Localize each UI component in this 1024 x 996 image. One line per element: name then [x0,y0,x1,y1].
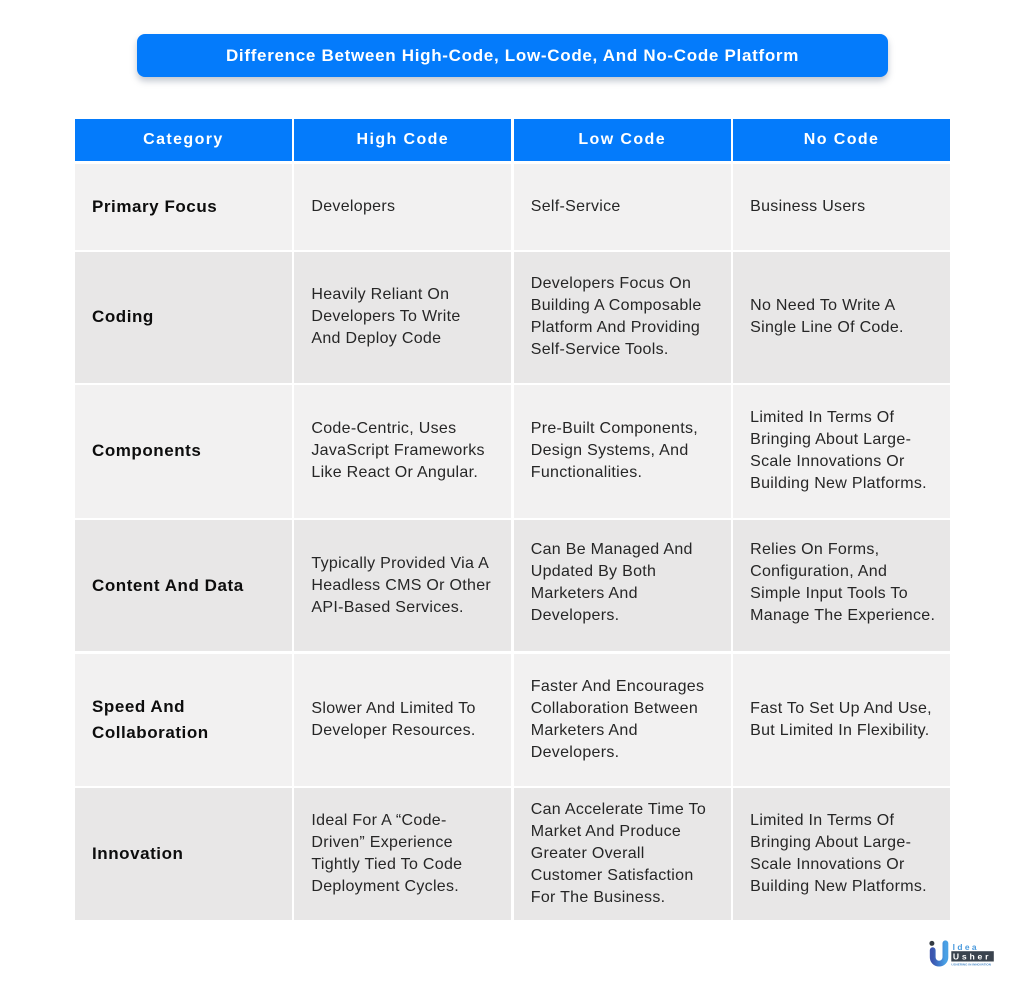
svg-text:USHERING IN INNOVATION: USHERING IN INNOVATION [951,962,991,966]
svg-text:Idea: Idea [953,942,979,952]
svg-text:Usher: Usher [953,952,991,962]
